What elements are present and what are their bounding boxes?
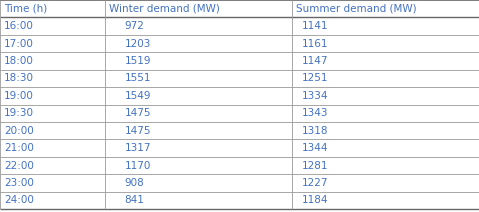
Text: 19:00: 19:00 [4, 91, 34, 101]
Text: 1147: 1147 [302, 56, 328, 66]
Text: Winter demand (MW): Winter demand (MW) [109, 4, 220, 14]
Text: 24:00: 24:00 [4, 195, 34, 205]
Text: 1203: 1203 [125, 39, 151, 49]
Text: 1281: 1281 [302, 160, 328, 170]
Text: 1475: 1475 [125, 108, 151, 118]
Text: 841: 841 [125, 195, 144, 205]
Text: 18:00: 18:00 [4, 56, 34, 66]
Text: 1549: 1549 [125, 91, 151, 101]
Text: 1475: 1475 [125, 126, 151, 136]
Text: 20:00: 20:00 [4, 126, 34, 136]
Text: 19:30: 19:30 [4, 108, 34, 118]
Text: 18:30: 18:30 [4, 73, 34, 83]
Text: 908: 908 [125, 178, 144, 188]
Text: 972: 972 [125, 21, 144, 31]
Text: 1170: 1170 [125, 160, 151, 170]
Text: 1519: 1519 [125, 56, 151, 66]
Text: 1551: 1551 [125, 73, 151, 83]
Text: 1251: 1251 [302, 73, 328, 83]
Text: 23:00: 23:00 [4, 178, 34, 188]
Text: 1317: 1317 [125, 143, 151, 153]
Text: Time (h): Time (h) [4, 4, 47, 14]
Text: 1184: 1184 [302, 195, 328, 205]
Text: Summer demand (MW): Summer demand (MW) [296, 4, 417, 14]
Text: 1141: 1141 [302, 21, 328, 31]
Text: 17:00: 17:00 [4, 39, 34, 49]
Text: 1318: 1318 [302, 126, 328, 136]
Text: 1344: 1344 [302, 143, 328, 153]
Text: 1343: 1343 [302, 108, 328, 118]
Text: 1334: 1334 [302, 91, 328, 101]
Text: 21:00: 21:00 [4, 143, 34, 153]
Text: 1227: 1227 [302, 178, 328, 188]
Text: 1161: 1161 [302, 39, 328, 49]
Text: 22:00: 22:00 [4, 160, 34, 170]
Text: 16:00: 16:00 [4, 21, 34, 31]
